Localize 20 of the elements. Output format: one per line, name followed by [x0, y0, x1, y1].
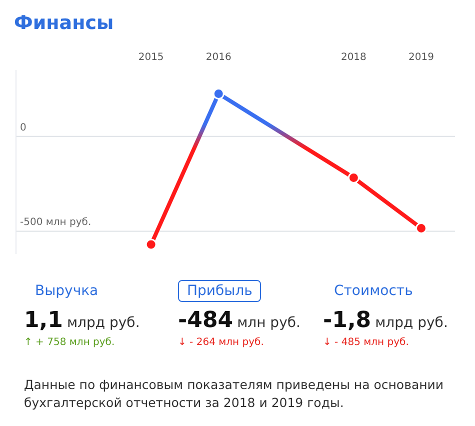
text: ↑ + 758 млн руб.	[24, 337, 116, 348]
y-tick-label: -500 млн руб.	[20, 217, 92, 228]
text: Стоимость	[333, 282, 414, 301]
x-tick-label: 2015	[138, 52, 164, 63]
text: млн руб.	[237, 315, 300, 331]
text: млрд руб.	[66, 315, 140, 331]
text: Выручка	[34, 282, 100, 301]
chart-title: Финансы	[13, 11, 115, 36]
x-tick-label: 2019	[408, 52, 434, 63]
text: Данные по финансовым показателям приведены на основании бухгалтерской отчетности за 2018 и 2019 годы.	[24, 376, 445, 412]
text: 1,1	[24, 308, 63, 333]
x-tick-label: 2018	[340, 52, 366, 63]
text: -484	[178, 308, 234, 333]
text: ↓ - 264 млн руб.	[178, 337, 265, 348]
x-tick-label: 2016	[206, 52, 232, 63]
text: -1,8	[323, 308, 372, 333]
text: Прибыль	[178, 280, 262, 302]
text: ↓ - 485 млн руб.	[323, 337, 410, 348]
text: млрд руб.	[375, 315, 448, 331]
y-tick-label: 0	[20, 122, 26, 134]
